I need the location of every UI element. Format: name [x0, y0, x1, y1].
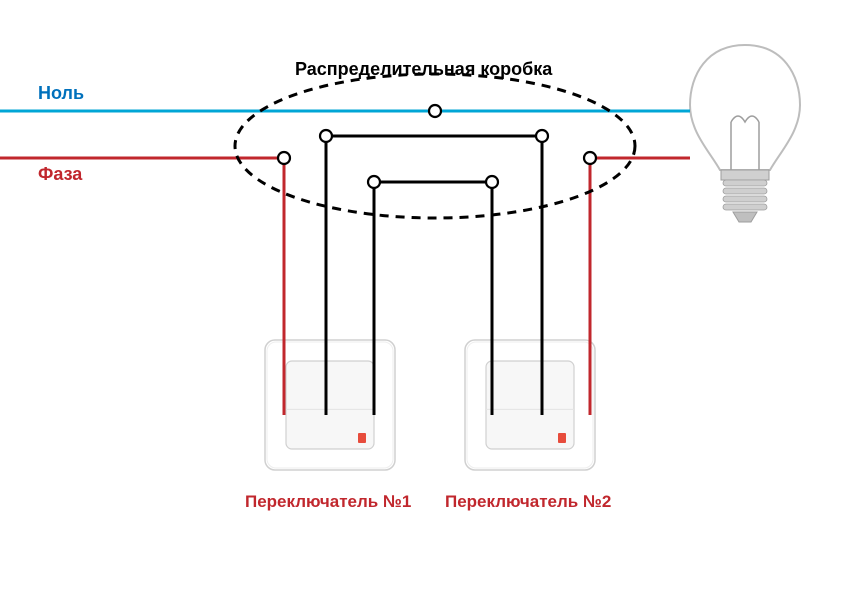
neutral-wire-label: Ноль [38, 83, 84, 104]
switch-1-label: Переключатель №1 [245, 492, 411, 512]
wiring-diagram [0, 0, 845, 589]
junction-node [429, 105, 441, 117]
junction-box-outline [235, 74, 635, 218]
switch-2 [465, 340, 595, 470]
light-bulb-icon [690, 45, 800, 222]
junction-node [278, 152, 290, 164]
junction-node [584, 152, 596, 164]
junction-node [486, 176, 498, 188]
junction-node [536, 130, 548, 142]
phase-wire-label: Фаза [38, 164, 82, 185]
junction-node [368, 176, 380, 188]
junction-box-label: Распределительная коробка [295, 59, 552, 80]
switch-2-label: Переключатель №2 [445, 492, 611, 512]
junction-node [320, 130, 332, 142]
